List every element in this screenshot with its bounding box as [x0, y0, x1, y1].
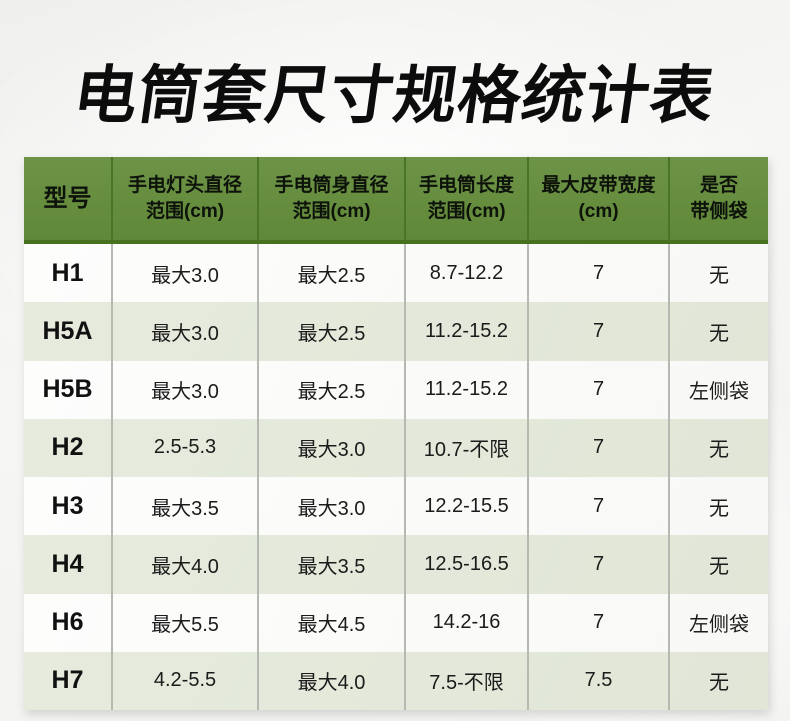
header-head-diameter: 手电灯头直径 范围(cm)	[113, 157, 259, 240]
length-cell: 12.5-16.5	[406, 535, 529, 594]
table-row-h1: H1 最大3.0 最大2.5 8.7-12.2 7 无	[24, 244, 768, 303]
model-cell: H2	[24, 418, 113, 477]
length-cell: 11.2-15.2	[406, 302, 529, 361]
belt-width-cell: 7	[529, 477, 670, 536]
belt-width-cell: 7.5	[529, 651, 670, 710]
head-diameter-cell: 最大3.0	[113, 302, 259, 361]
table-row-h5b: H5B 最大3.0 最大2.5 11.2-15.2 7 左侧袋	[24, 360, 768, 419]
length-cell: 10.7-不限	[406, 418, 529, 477]
length-cell: 14.2-16	[406, 593, 529, 652]
head-diameter-cell: 最大3.5	[113, 477, 259, 536]
table-row-h7: H7 4.2-5.5 最大4.0 7.5-不限 7.5 无	[24, 651, 768, 710]
table-row-h4: H4 最大4.0 最大3.5 12.5-16.5 7 无	[24, 535, 768, 594]
page-title: 电筒套尺寸规格统计表	[69, 60, 720, 131]
table-row-h6: H6 最大5.5 最大4.5 14.2-16 7 左侧袋	[24, 593, 768, 652]
side-pocket-cell: 左侧袋	[689, 381, 749, 404]
body-diameter-cell: 最大2.5	[259, 302, 406, 361]
body-diameter-cell: 最大4.0	[259, 651, 406, 710]
belt-width-cell: 7	[529, 302, 670, 361]
table-row-h3: H3 最大3.5 最大3.0 12.2-15.5 7 无	[24, 477, 768, 536]
header-model: 型号	[24, 157, 113, 240]
belt-width-cell: 7	[529, 360, 670, 419]
side-pocket-cell: 无	[709, 264, 729, 287]
model-cell: H6	[24, 593, 113, 652]
model-cell: H5A	[24, 302, 113, 361]
spec-table: 型号 手电灯头直径 范围(cm) 手电筒身直径 范围(cm) 手电筒长度 范围(…	[24, 157, 768, 710]
length-cell: 7.5-不限	[406, 651, 529, 710]
model-cell: H5B	[24, 360, 113, 419]
body-diameter-cell: 最大4.5	[259, 593, 406, 652]
header-belt-width: 最大皮带宽度 (cm)	[529, 157, 670, 240]
header-model-label: 型号	[43, 184, 92, 212]
body-diameter-cell: 最大3.0	[259, 418, 406, 477]
head-diameter-cell: 最大4.0	[113, 535, 259, 594]
belt-width-cell: 7	[529, 418, 670, 477]
body-diameter-cell: 最大3.0	[259, 477, 406, 536]
length-cell: 11.2-15.2	[406, 360, 529, 419]
table-header-row: 型号 手电灯头直径 范围(cm) 手电筒身直径 范围(cm) 手电筒长度 范围(…	[24, 157, 768, 244]
head-diameter-cell: 最大3.0	[113, 244, 259, 303]
side-pocket-cell: 无	[709, 672, 729, 695]
length-cell: 8.7-12.2	[406, 244, 529, 303]
head-diameter-cell: 4.2-5.5	[113, 651, 259, 710]
header-length: 手电筒长度 范围(cm)	[406, 157, 529, 240]
side-pocket-cell: 无	[709, 497, 729, 520]
side-pocket-cell: 左侧袋	[689, 614, 749, 637]
side-pocket-cell: 无	[709, 439, 729, 462]
length-cell: 12.2-15.5	[406, 477, 529, 536]
body-diameter-cell: 最大2.5	[259, 360, 406, 419]
model-cell: H1	[24, 244, 113, 303]
model-cell: H4	[24, 535, 113, 594]
model-cell: H3	[24, 477, 113, 536]
belt-width-cell: 7	[529, 593, 670, 652]
body-diameter-cell: 最大3.5	[259, 535, 406, 594]
table-row-h2: H2 2.5-5.3 最大3.0 10.7-不限 7 无	[24, 418, 768, 477]
head-diameter-cell: 最大3.0	[113, 360, 259, 419]
body-diameter-cell: 最大2.5	[259, 244, 406, 303]
header-body-diameter: 手电筒身直径 范围(cm)	[259, 157, 406, 240]
model-cell: H7	[24, 651, 113, 710]
side-pocket-cell: 无	[709, 555, 729, 578]
header-side-pocket: 是否 带侧袋	[690, 175, 748, 222]
side-pocket-cell: 无	[709, 322, 729, 345]
head-diameter-cell: 最大5.5	[113, 593, 259, 652]
belt-width-cell: 7	[529, 535, 670, 594]
table-row-h5a: H5A 最大3.0 最大2.5 11.2-15.2 7 无	[24, 302, 768, 361]
belt-width-cell: 7	[529, 244, 670, 303]
head-diameter-cell: 2.5-5.3	[113, 418, 259, 477]
